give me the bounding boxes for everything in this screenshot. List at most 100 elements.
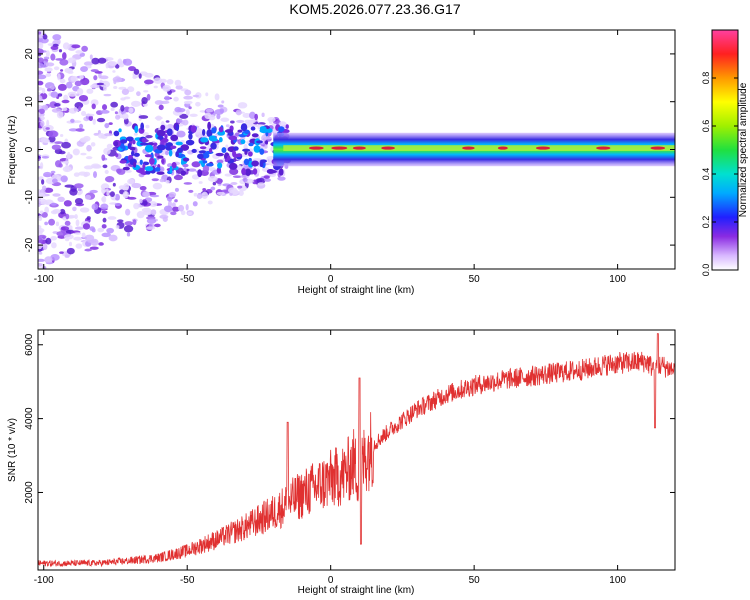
x-tick-label: 50: [469, 274, 481, 285]
spectrogram-noise-blob: [182, 163, 189, 168]
spectrogram-signal-blob: [132, 161, 137, 168]
spectrogram-noise-blob: [45, 127, 50, 130]
spectrogram-noise-blob: [162, 84, 171, 92]
spectrogram-noise-blob: [72, 120, 82, 124]
spectrogram-noise-blob: [89, 246, 99, 250]
spectrogram-noise-blob: [77, 188, 82, 192]
spectrogram-noise-blob: [263, 175, 270, 179]
spectrogram-signal-blob: [240, 123, 248, 132]
x-tick-label: -50: [180, 274, 195, 285]
spectrogram-signal-blob: [210, 142, 217, 150]
spectrogram-noise-blob: [101, 197, 105, 202]
spectrogram-y-ticks: -20 -10 0 10 20: [24, 48, 675, 252]
spectrogram-noise-blob: [130, 100, 141, 107]
spectrogram-noise-blob: [139, 198, 143, 204]
spectrogram-noise-blob: [56, 111, 64, 119]
spectrogram-noise-blob: [110, 101, 118, 108]
spectrogram-noise-blob: [68, 128, 79, 132]
spectrogram-noise-blob: [38, 234, 47, 239]
spectrogram-noise-blob: [146, 218, 157, 224]
spectrogram-noise-blob: [100, 80, 110, 88]
spectrogram-noise-blob: [263, 136, 272, 140]
spectrogram-noise-blob: [80, 77, 90, 86]
spectrogram-signal-blob: [204, 150, 214, 155]
spectrogram-noise-blob: [151, 178, 159, 182]
spectrogram-signal-blob: [139, 142, 149, 146]
spectrogram-noise-blob: [165, 120, 170, 123]
spectrogram-noise-blob: [188, 106, 192, 110]
spectrogram-noise-blob: [193, 192, 198, 197]
spectrogram-noise-blob: [145, 124, 150, 129]
spectrogram-noise-blob: [44, 221, 49, 226]
spectrogram-noise-blob: [114, 202, 121, 207]
spectrogram-noise-blob: [93, 132, 100, 136]
spectrogram-noise-blob: [176, 130, 186, 138]
spectrogram-signal-blob: [160, 124, 166, 131]
spectrogram-hotspot: [331, 146, 348, 150]
spectrogram-noise-blob: [89, 189, 98, 194]
spectrogram-noise-blob: [183, 182, 193, 185]
spectrogram-signal-blob: [285, 124, 289, 129]
spectrogram-noise-blob: [63, 200, 72, 207]
spectrogram-signal-blob: [201, 152, 210, 159]
spectrogram-noise-blob: [216, 191, 225, 196]
spectrogram-noise-blob: [212, 181, 217, 186]
spectrogram-signal-blob: [113, 130, 120, 137]
spectrogram-noise-blob: [86, 216, 91, 221]
spectrogram-noise-blob: [91, 103, 96, 110]
spectrogram-noise-blob: [168, 191, 177, 198]
spectrogram-signal-blob: [154, 167, 161, 172]
spectrogram-noise-blob: [38, 198, 41, 201]
spectrogram-signal-blob: [259, 126, 267, 131]
spectrogram-signal-blob: [119, 159, 127, 164]
spectrogram-noise-blob: [81, 110, 87, 117]
spectrogram-noise-blob: [75, 50, 83, 54]
y-tick-label: 10: [24, 96, 35, 108]
spectrogram-noise-blob: [84, 234, 95, 242]
spectrogram-noise-blob: [73, 236, 83, 241]
spectrogram-signal-blob: [202, 160, 208, 164]
spectrogram-noise-blob: [66, 247, 75, 255]
spectrogram-noise-blob: [81, 45, 88, 52]
spectrogram-noise-blob: [57, 93, 63, 97]
spectrogram-noise-blob: [61, 99, 70, 104]
spectrogram-noise-blob: [230, 182, 238, 185]
spectrogram-signal-blob: [139, 159, 143, 165]
spectrogram-signal-blob: [278, 126, 285, 133]
spectrogram-signal-blob: [170, 134, 179, 142]
spectrogram-noise-blob: [74, 232, 82, 235]
spectrogram-noise-blob: [128, 107, 134, 113]
spectrogram-noise-blob: [139, 186, 147, 191]
spectrogram-noise-blob: [208, 114, 216, 121]
spectrogram-signal-blob: [168, 149, 173, 157]
spectrogram-noise-blob: [38, 57, 44, 64]
spectrogram-noise-blob: [238, 190, 244, 197]
spectrogram-noise-blob: [38, 224, 42, 230]
spectrogram-signal-blob: [148, 157, 155, 165]
spectrogram-noise-blob: [38, 237, 43, 244]
spectrogram-noise-blob: [143, 79, 154, 85]
spectrogram-noise-blob: [175, 118, 183, 124]
spectrogram-noise-blob: [112, 76, 123, 83]
spectrogram-noise-blob: [90, 84, 98, 89]
spectrogram-noise-blob: [196, 193, 203, 199]
spectrogram-noise-blob: [132, 219, 137, 226]
spectrogram-noise-blob: [103, 133, 113, 137]
spectrogram-noise-blob: [217, 104, 224, 108]
x-tick-label: -100: [34, 575, 54, 586]
spectrogram-noise-blob: [53, 66, 60, 71]
spectrogram-noise-blob: [72, 148, 80, 156]
spectrogram-noise-blob: [83, 165, 94, 170]
spectrogram-signal-blob: [228, 135, 238, 141]
snr-y-label: SNR (10 * v/v): [7, 418, 18, 482]
spectrogram-noise-blob: [98, 242, 104, 246]
spectrogram-noise-blob: [106, 190, 110, 196]
spectrogram-noise-blob: [75, 128, 85, 132]
spectrogram-hotspot: [381, 146, 395, 150]
spectrogram-noise-blob: [104, 169, 109, 175]
spectrogram-signal-blob: [197, 153, 204, 160]
spectrogram-noise-blob: [45, 237, 52, 245]
spectrogram-noise-blob: [174, 106, 182, 113]
spectrogram-hotspot: [497, 146, 508, 150]
spectrogram-noise-blob: [202, 165, 210, 173]
